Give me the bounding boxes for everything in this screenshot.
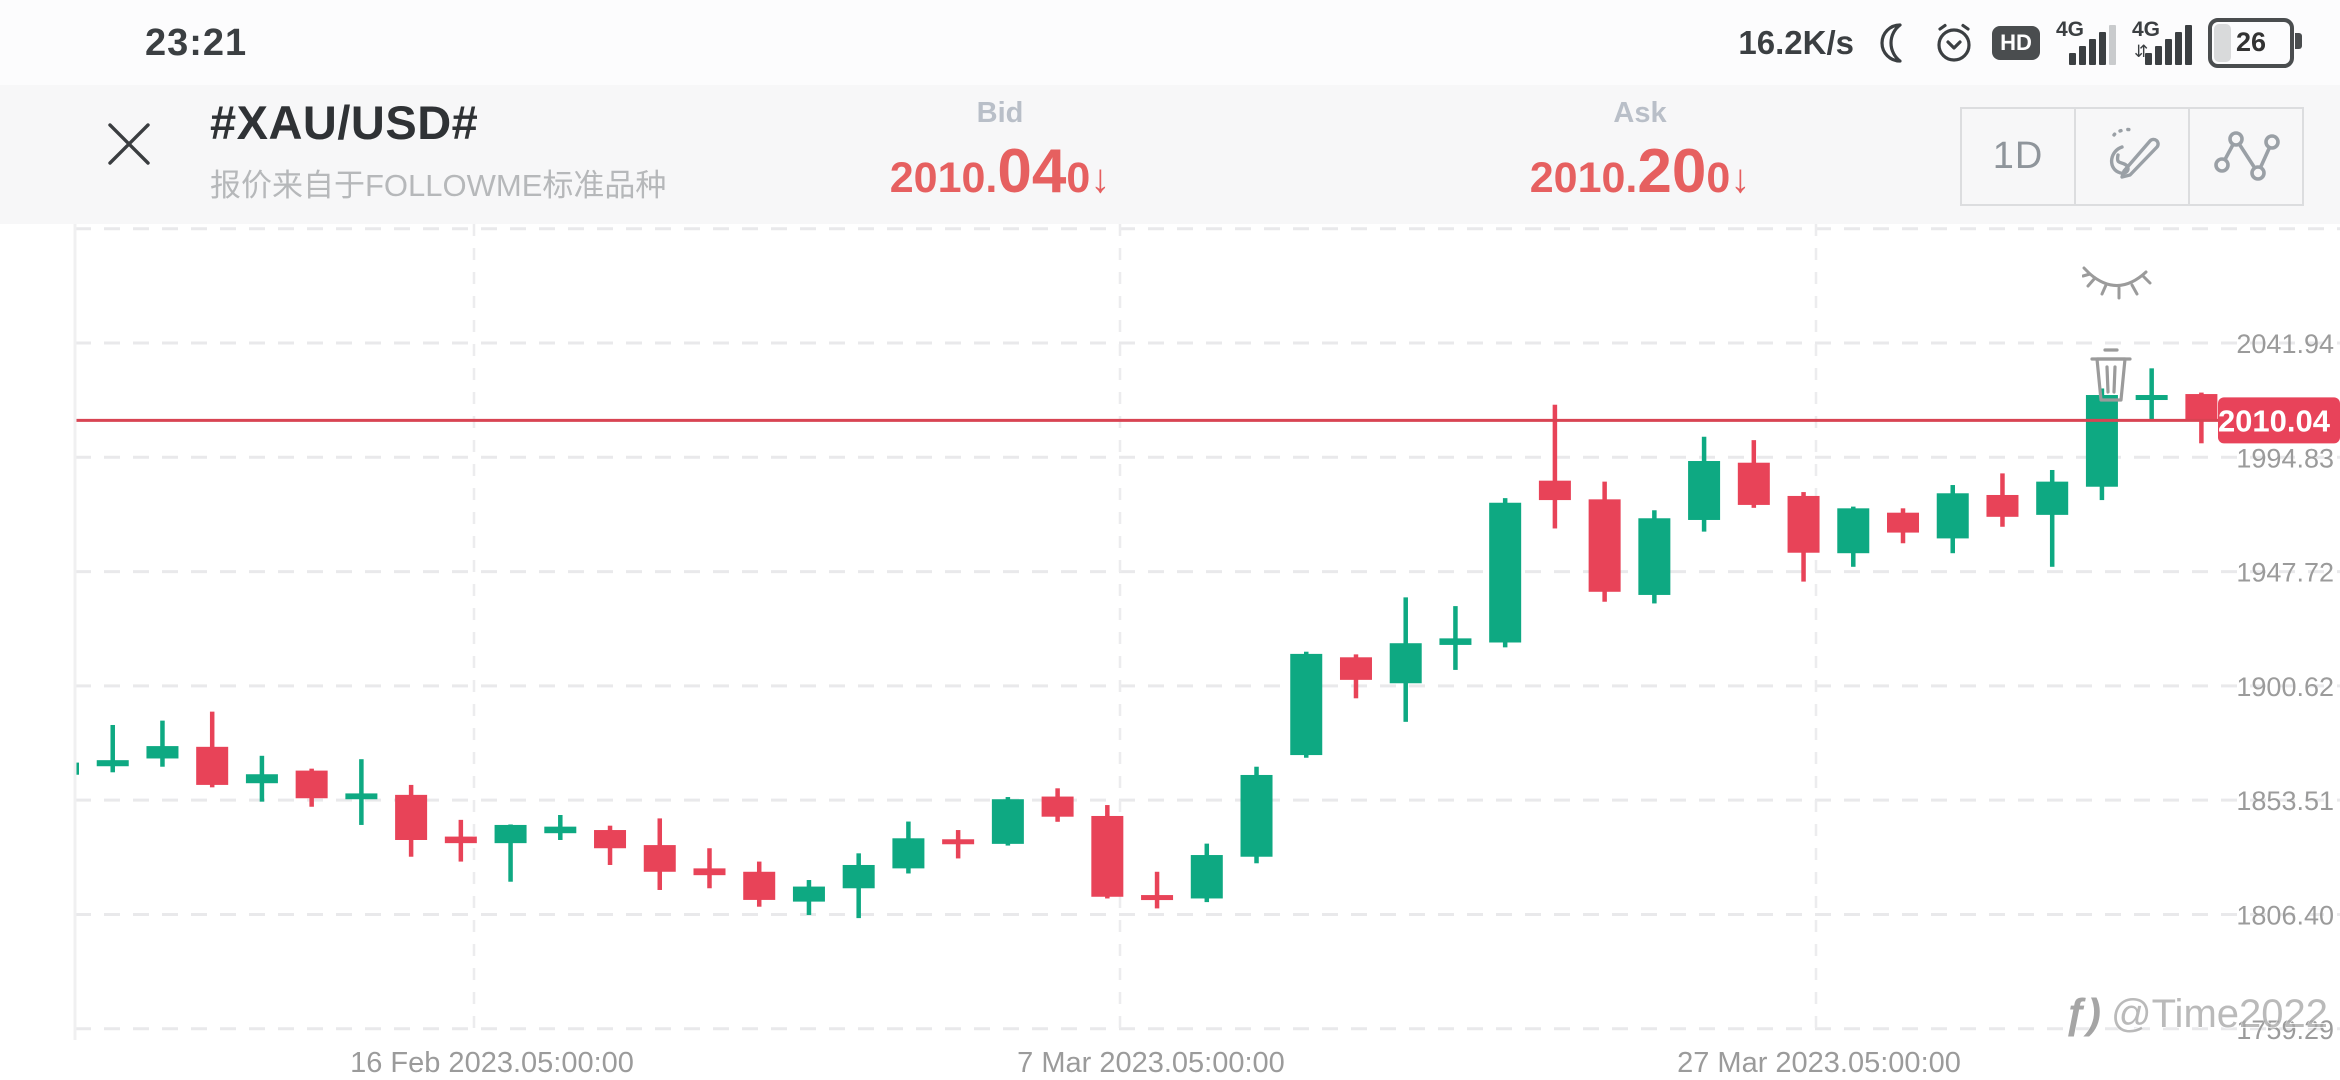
candle	[444, 819, 477, 862]
candle	[643, 818, 676, 890]
signal-4g-icon: 4G	[2056, 19, 2116, 67]
candle	[1041, 788, 1074, 822]
candle	[942, 830, 975, 859]
x-axis-label: 7 Mar 2023.05:00:00	[1017, 1047, 1285, 1079]
x-axis-label: 27 Mar 2023.05:00:00	[1677, 1047, 1961, 1079]
timeframe-button[interactable]: 1D	[1960, 107, 2076, 206]
candle	[1190, 843, 1223, 903]
polyline-indicator-icon	[2214, 130, 2280, 181]
candle	[1439, 606, 1472, 670]
header: #XAU/USD# 报价来自于FOLLOWME标准品种 Bid 2010.040…	[0, 85, 2340, 225]
candle	[1737, 440, 1770, 508]
moon-icon	[1870, 20, 1916, 66]
y-axis-label: 1947.72	[2236, 558, 2334, 588]
hd-icon: HD	[1992, 25, 2040, 60]
signal-4g-arrows-icon: 4G ⇵	[2132, 19, 2192, 67]
candle	[892, 821, 925, 874]
candle	[1389, 597, 1422, 722]
delete-drawing-button[interactable]	[2086, 346, 2136, 404]
network-speed: 16.2K/s	[1738, 23, 1854, 61]
symbol-block: #XAU/USD# 报价来自于FOLLOWME标准品种	[210, 95, 666, 205]
candlestick-chart[interactable]: 2041.94 1994.83 1947.72 1900.62 1853.51 1806.…	[0, 224, 2340, 1080]
y-axis-label: 1900.62	[2236, 672, 2334, 702]
candle	[1887, 508, 1920, 544]
candle	[395, 784, 428, 857]
candle	[1489, 498, 1522, 648]
y-axis-label: 1759.29	[2236, 1015, 2334, 1045]
current-price-badge: 2010.04	[2218, 397, 2340, 444]
candle	[196, 711, 229, 788]
candle	[75, 762, 79, 775]
watermark: ƒ) @Time2022	[2064, 990, 2328, 1038]
watermark-text: @Time2022	[2111, 991, 2328, 1036]
candle	[792, 880, 825, 915]
chart-toolbar: 1D	[1960, 107, 2304, 206]
candle	[2036, 469, 2069, 567]
candle	[1339, 654, 1372, 699]
watermark-logo-icon: ƒ)	[2063, 990, 2101, 1037]
clock: 23:21	[145, 22, 248, 64]
pencil-scribble-icon	[2110, 127, 2160, 179]
bid-panel[interactable]: Bid 2010.040↓	[830, 97, 1170, 207]
symbol-title: #XAU/USD#	[210, 96, 479, 149]
trash-icon	[2090, 348, 2132, 402]
close-icon	[108, 123, 150, 165]
candle	[743, 861, 776, 907]
candle	[544, 815, 577, 840]
candle	[1986, 473, 2019, 527]
candle	[345, 759, 378, 825]
status-icons: 16.2K/s HD 4G 4G ⇵	[1738, 0, 2302, 85]
ask-price: 2010.200↓	[1529, 137, 1751, 206]
candle	[1936, 485, 1969, 554]
y-axis-label: 1806.40	[2236, 900, 2334, 930]
candle	[295, 768, 328, 807]
bid-down-arrow-icon: ↓	[1090, 157, 1111, 201]
candle	[494, 824, 527, 882]
candle	[1538, 404, 1571, 529]
candle	[594, 825, 627, 865]
close-button[interactable]	[98, 113, 160, 175]
candle	[842, 853, 875, 919]
bid-price: 2010.040↓	[889, 137, 1111, 206]
candle	[2185, 392, 2218, 444]
candle	[1141, 871, 1174, 909]
ask-panel[interactable]: Ask 2010.200↓	[1470, 97, 1810, 207]
candle	[1837, 506, 1870, 567]
candle	[146, 720, 179, 767]
quote-source-subtitle: 报价来自于FOLLOWME标准品种	[210, 168, 667, 203]
status-bar: 23:21 16.2K/s HD 4G 4G ⇵	[0, 0, 2340, 85]
candle	[1588, 481, 1621, 602]
x-axis-label: 16 Feb 2023.05:00:00	[350, 1047, 634, 1079]
candle	[245, 755, 278, 802]
candle	[1240, 766, 1273, 864]
hide-drawing-button[interactable]	[2081, 260, 2154, 312]
eye-closed-icon	[2081, 266, 2152, 300]
ask-down-arrow-icon: ↓	[1730, 157, 1751, 201]
candle	[991, 797, 1024, 846]
draw-tool-button[interactable]	[2074, 107, 2190, 206]
y-axis-label: 1853.51	[2236, 786, 2334, 816]
candle	[1638, 510, 1671, 604]
candle	[1787, 492, 1820, 582]
candle	[1688, 436, 1721, 532]
battery-level	[2214, 23, 2232, 62]
candle	[2085, 388, 2118, 501]
chart-canvas: 2041.94 1994.83 1947.72 1900.62 1853.51 1806.…	[73, 224, 2340, 1079]
y-axis-label: 2041.94	[2236, 329, 2334, 359]
chart-type-button[interactable]	[2188, 107, 2304, 206]
alarm-clock-icon	[1932, 21, 1976, 65]
y-axis-label: 1994.83	[2236, 443, 2334, 473]
ask-label: Ask	[1613, 97, 1667, 129]
battery-icon: 26	[2208, 17, 2302, 68]
candle	[693, 848, 726, 889]
bid-label: Bid	[976, 97, 1024, 129]
candle	[2135, 368, 2168, 421]
candle	[1290, 651, 1323, 758]
svg-text:2010.04: 2010.04	[2218, 403, 2331, 438]
candle	[96, 724, 129, 773]
candle	[1091, 805, 1124, 899]
